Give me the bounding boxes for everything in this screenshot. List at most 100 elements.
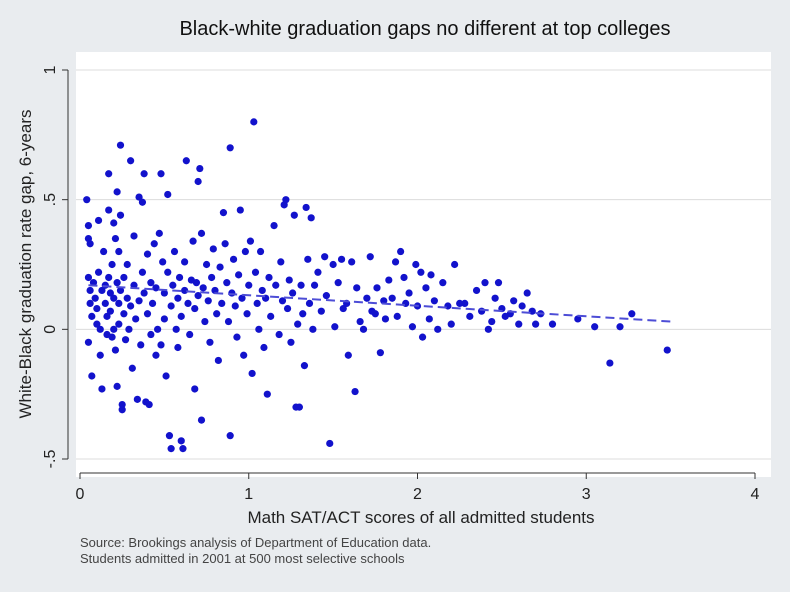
- x-tick-label: 0: [76, 486, 85, 503]
- data-point: [285, 276, 293, 284]
- data-point: [356, 317, 364, 326]
- data-point: [339, 304, 347, 313]
- data-point: [101, 299, 109, 307]
- data-point: [219, 209, 228, 217]
- data-point: [290, 211, 298, 219]
- axes: [62, 69, 756, 479]
- data-point: [94, 268, 103, 276]
- data-point: [240, 351, 248, 359]
- data-point: [84, 338, 93, 346]
- data-point: [309, 325, 317, 333]
- data-point: [245, 281, 253, 289]
- data-point: [125, 325, 133, 333]
- data-point: [191, 385, 199, 393]
- data-point: [304, 255, 312, 263]
- data-point: [616, 323, 624, 331]
- data-point: [488, 317, 496, 326]
- data-point: [123, 294, 131, 302]
- data-point: [267, 312, 275, 320]
- data-point: [278, 297, 287, 305]
- data-point: [243, 310, 251, 318]
- data-point: [152, 284, 160, 292]
- data-point: [235, 271, 243, 279]
- data-point: [167, 302, 175, 310]
- data-point: [226, 432, 234, 440]
- data-point: [353, 284, 361, 292]
- data-point: [138, 198, 147, 206]
- data-point: [110, 219, 118, 227]
- data-point: [140, 170, 148, 178]
- data-point: [116, 286, 125, 295]
- sample-note: Students admitted in 2001 at 500 most se…: [80, 551, 405, 566]
- data-point: [96, 325, 104, 333]
- y-tick-label: .5: [42, 193, 59, 206]
- data-point: [202, 260, 211, 269]
- data-point: [165, 432, 174, 440]
- tick-labels: -.5 0 .5 1 0 1 2 3 4: [42, 65, 760, 503]
- x-tick-label: 2: [413, 486, 422, 503]
- data-point: [461, 299, 469, 307]
- data-point: [167, 445, 175, 453]
- data-point: [376, 349, 384, 357]
- data-point: [106, 289, 114, 297]
- data-point: [174, 294, 182, 302]
- data-point: [363, 294, 371, 302]
- data-point: [510, 297, 518, 305]
- data-point: [137, 341, 145, 349]
- data-point: [132, 315, 140, 323]
- data-point: [86, 286, 94, 295]
- data-point: [164, 268, 172, 276]
- data-point: [177, 312, 185, 320]
- data-point: [351, 387, 359, 396]
- data-point: [157, 341, 165, 349]
- data-point: [236, 206, 244, 214]
- data-point: [127, 302, 135, 310]
- data-point: [115, 247, 123, 256]
- data-point: [223, 279, 231, 287]
- data-point: [155, 229, 163, 237]
- data-point: [93, 320, 101, 328]
- data-point: [199, 284, 207, 292]
- data-point: [233, 333, 241, 341]
- data-point: [123, 260, 131, 269]
- data-point: [143, 250, 152, 258]
- data-point: [197, 416, 206, 424]
- data-point: [253, 299, 261, 307]
- data-point: [186, 330, 194, 339]
- data-point: [430, 297, 438, 305]
- data-point: [177, 437, 185, 445]
- data-point: [484, 325, 492, 333]
- data-point: [366, 253, 374, 261]
- data-point: [179, 445, 187, 453]
- data-point: [115, 320, 123, 328]
- data-point: [412, 260, 420, 269]
- data-point: [118, 406, 126, 414]
- data-point: [591, 323, 599, 331]
- data-point: [447, 320, 455, 328]
- data-point: [172, 325, 180, 333]
- data-point: [88, 372, 96, 380]
- data-point: [135, 193, 143, 201]
- data-point: [138, 268, 147, 276]
- data-point: [241, 247, 249, 256]
- data-point: [121, 336, 130, 344]
- data-point: [478, 307, 486, 315]
- data-point: [145, 400, 153, 409]
- data-point: [314, 268, 322, 276]
- data-point: [451, 260, 459, 269]
- data-point: [118, 400, 126, 409]
- data-point: [408, 323, 417, 331]
- data-point: [113, 279, 121, 287]
- data-point: [373, 284, 381, 292]
- data-point: [300, 362, 309, 370]
- data-point: [164, 190, 172, 199]
- data-point: [425, 315, 433, 323]
- data-point: [84, 222, 93, 230]
- x-tick-label: 1: [244, 486, 253, 503]
- data-points: [83, 118, 671, 453]
- data-point: [111, 346, 120, 354]
- data-point: [194, 292, 202, 300]
- data-point: [310, 281, 319, 289]
- data-point: [405, 289, 413, 297]
